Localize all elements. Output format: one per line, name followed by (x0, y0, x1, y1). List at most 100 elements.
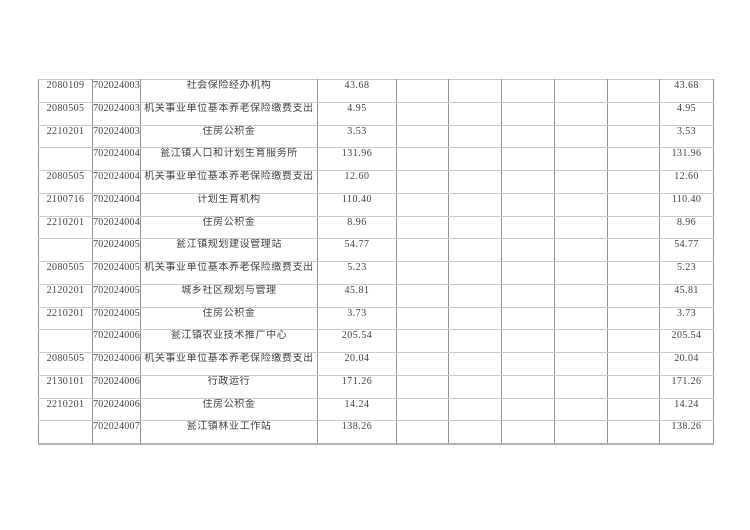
total-amount-cell: 43.68 (659, 79, 714, 103)
amount-cell: 4.95 (317, 101, 397, 126)
empty-cell (448, 170, 502, 194)
func-code-cell: 2080505 (38, 101, 93, 126)
item-name-cell: 瓮江镇农业技术推广中心 (140, 329, 318, 353)
empty-cell (501, 352, 555, 376)
empty-cell (448, 101, 502, 126)
unit-code-cell: 702024003 (92, 101, 141, 126)
empty-cell (607, 170, 660, 194)
func-code-cell: 2100716 (38, 192, 93, 217)
budget-table-body: 2080109 702024003 社会保险经办机构 43.68 43.68 208050… (38, 79, 714, 444)
empty-cell (501, 124, 555, 149)
empty-cell (607, 101, 660, 126)
table-row: 2130101 702024006 行政运行 171.26 171.26 (38, 374, 714, 399)
empty-cell (554, 374, 608, 399)
table-row: 702024006 瓮江镇农业技术推广中心 205.54 205.54 (38, 329, 714, 353)
item-name-cell: 社会保险经办机构 (140, 79, 318, 103)
unit-code-cell: 702024005 (92, 261, 141, 285)
func-code-cell (38, 147, 93, 171)
empty-cell (501, 238, 555, 262)
empty-cell (607, 352, 660, 376)
empty-cell (501, 397, 555, 422)
total-amount-cell: 138.26 (659, 420, 714, 444)
func-code-cell: 2210201 (38, 124, 93, 149)
total-amount-cell: 110.40 (659, 192, 714, 217)
budget-table: 2080109 702024003 社会保险经办机构 43.68 43.68 208050… (38, 79, 714, 445)
empty-cell (554, 397, 608, 422)
empty-cell (396, 147, 449, 171)
table-row: 2080505 702024003 机关事业单位基本养老保险缴费支出 4.95 4.95 (38, 101, 714, 126)
empty-cell (607, 261, 660, 285)
total-amount-cell: 45.81 (659, 283, 714, 308)
item-name-cell: 机关事业单位基本养老保险缴费支出 (140, 352, 318, 376)
empty-cell (607, 79, 660, 103)
func-code-cell (38, 238, 93, 262)
item-name-cell: 城乡社区规划与管理 (140, 283, 318, 308)
total-amount-cell: 3.53 (659, 124, 714, 149)
empty-cell (607, 215, 660, 240)
table-row: 2080505 702024006 机关事业单位基本养老保险缴费支出 20.04 20.… (38, 352, 714, 376)
func-code-cell (38, 329, 93, 353)
total-amount-cell: 4.95 (659, 101, 714, 126)
amount-cell: 54.77 (317, 238, 397, 262)
empty-cell (554, 170, 608, 194)
empty-cell (396, 101, 449, 126)
total-amount-cell: 5.23 (659, 261, 714, 285)
amount-cell: 14.24 (317, 397, 397, 422)
table-row: 2120201 702024005 城乡社区规划与管理 45.81 45.81 (38, 283, 714, 308)
unit-code-cell: 702024005 (92, 306, 141, 331)
empty-cell (501, 283, 555, 308)
table-row: 2080505 702024005 机关事业单位基本养老保险缴费支出 5.23 5.23 (38, 261, 714, 285)
func-code-cell: 2210201 (38, 397, 93, 422)
empty-cell (501, 79, 555, 103)
empty-cell (448, 192, 502, 217)
total-amount-cell: 3.73 (659, 306, 714, 331)
table-row: 2210201 702024006 住房公积金 14.24 14.24 (38, 397, 714, 422)
empty-cell (554, 192, 608, 217)
empty-cell (554, 124, 608, 149)
empty-cell (396, 352, 449, 376)
func-code-cell: 2080505 (38, 170, 93, 194)
unit-code-cell: 702024004 (92, 147, 141, 171)
amount-cell: 138.26 (317, 420, 397, 444)
func-code-cell: 2130101 (38, 374, 93, 399)
empty-cell (396, 306, 449, 331)
item-name-cell: 行政运行 (140, 374, 318, 399)
item-name-cell: 机关事业单位基本养老保险缴费支出 (140, 170, 318, 194)
empty-cell (396, 397, 449, 422)
empty-cell (607, 329, 660, 353)
func-code-cell: 2210201 (38, 306, 93, 331)
unit-code-cell: 702024004 (92, 170, 141, 194)
empty-cell (554, 261, 608, 285)
amount-cell: 8.96 (317, 215, 397, 240)
empty-cell (607, 283, 660, 308)
total-amount-cell: 20.04 (659, 352, 714, 376)
table-row: 702024007 瓮江镇林业工作站 138.26 138.26 (38, 420, 714, 444)
table-row: 2210201 702024003 住房公积金 3.53 3.53 (38, 124, 714, 149)
empty-cell (448, 306, 502, 331)
empty-cell (607, 420, 660, 444)
empty-cell (396, 329, 449, 353)
empty-cell (396, 124, 449, 149)
unit-code-cell: 702024006 (92, 352, 141, 376)
amount-cell: 12.60 (317, 170, 397, 194)
unit-code-cell: 702024006 (92, 329, 141, 353)
empty-cell (396, 192, 449, 217)
total-amount-cell: 12.60 (659, 170, 714, 194)
amount-cell: 43.68 (317, 79, 397, 103)
empty-cell (396, 170, 449, 194)
unit-code-cell: 702024004 (92, 215, 141, 240)
unit-code-cell: 702024003 (92, 79, 141, 103)
func-code-cell: 2210201 (38, 215, 93, 240)
empty-cell (607, 374, 660, 399)
empty-cell (607, 192, 660, 217)
table-row: 2100716 702024004 计划生育机构 110.40 110.40 (38, 192, 714, 217)
empty-cell (607, 397, 660, 422)
table-row: 2080505 702024004 机关事业单位基本养老保险缴费支出 12.60 12.… (38, 170, 714, 194)
empty-cell (396, 215, 449, 240)
empty-cell (607, 147, 660, 171)
amount-cell: 3.53 (317, 124, 397, 149)
empty-cell (501, 261, 555, 285)
empty-cell (448, 261, 502, 285)
unit-code-cell: 702024006 (92, 374, 141, 399)
